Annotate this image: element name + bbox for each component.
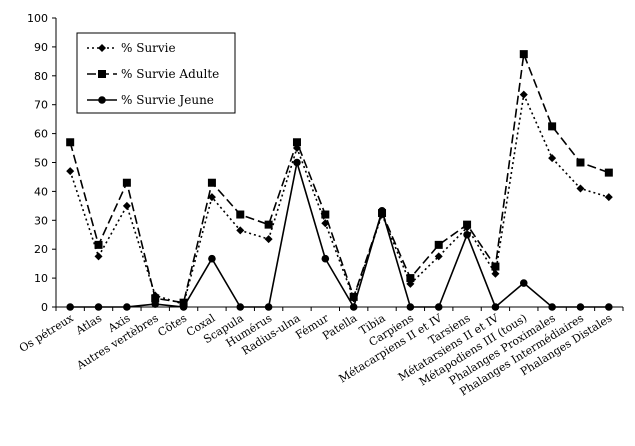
data-point xyxy=(576,303,585,311)
data-point xyxy=(264,235,273,244)
data-point xyxy=(94,303,103,311)
data-point xyxy=(264,220,273,229)
data-point xyxy=(207,193,216,202)
data-point xyxy=(94,240,103,249)
legend-swatch-marker xyxy=(98,44,106,52)
data-point xyxy=(94,252,103,261)
data-point xyxy=(66,167,75,176)
legend-item: % Survie xyxy=(87,41,176,55)
data-point xyxy=(519,279,528,287)
legend-swatch-marker xyxy=(98,70,106,78)
data-point xyxy=(264,303,273,311)
y-tick-label: 50 xyxy=(34,157,48,170)
data-point xyxy=(434,303,443,311)
y-tick-label: 60 xyxy=(34,128,48,141)
data-point xyxy=(604,168,613,177)
data-point xyxy=(151,300,160,308)
data-point xyxy=(349,303,358,311)
data-point xyxy=(151,294,160,303)
series-diamond xyxy=(66,90,613,309)
data-point xyxy=(123,303,131,311)
y-tick-label: 90 xyxy=(34,41,48,54)
series-group xyxy=(66,50,613,311)
x-category-label: Os pétreux xyxy=(17,311,76,355)
x-category-label: Côtes xyxy=(155,311,189,339)
y-tick-label: 40 xyxy=(34,185,48,198)
data-point xyxy=(321,210,330,219)
data-point xyxy=(463,230,471,239)
data-point xyxy=(519,90,528,99)
data-point xyxy=(491,269,500,278)
data-point xyxy=(548,122,557,131)
data-point xyxy=(406,274,415,283)
legend-label: % Survie Jeune xyxy=(121,93,214,107)
data-point xyxy=(548,154,557,163)
legend: % Survie % Survie Adulte % Survie Jeune xyxy=(76,32,236,114)
data-point xyxy=(605,303,613,311)
legend-label: % Survie xyxy=(121,41,176,55)
series-line xyxy=(69,91,610,306)
data-point xyxy=(406,303,415,311)
data-point xyxy=(434,240,443,249)
data-point xyxy=(66,138,75,147)
legend-label: % Survie Adulte xyxy=(121,67,219,81)
data-point xyxy=(548,303,556,311)
series-circle xyxy=(66,158,613,311)
data-point xyxy=(208,254,216,263)
data-point xyxy=(491,262,500,271)
x-category-label: Atlas xyxy=(73,311,105,338)
legend-item: % Survie Jeune xyxy=(87,93,214,107)
series-line xyxy=(69,50,610,304)
data-point xyxy=(321,254,330,263)
data-point xyxy=(236,210,245,219)
data-point xyxy=(122,178,131,187)
data-point xyxy=(293,158,301,167)
y-axis-ticks: 0 10 20 30 40 50 60 70 80 90 100 xyxy=(27,12,56,314)
data-point xyxy=(349,292,358,301)
data-point xyxy=(66,303,74,311)
y-tick-label: 10 xyxy=(34,272,48,285)
series-line xyxy=(70,162,609,309)
data-point xyxy=(491,303,500,311)
y-tick-label: 100 xyxy=(27,12,48,25)
y-tick-label: 0 xyxy=(41,301,48,314)
legend-swatch-marker xyxy=(98,96,106,104)
y-tick-label: 80 xyxy=(34,70,48,83)
data-point xyxy=(378,206,386,215)
data-point xyxy=(463,220,472,229)
data-point xyxy=(236,303,245,311)
data-point xyxy=(434,252,443,261)
data-point xyxy=(576,184,585,193)
data-point xyxy=(236,226,245,235)
data-point xyxy=(519,50,528,59)
data-point xyxy=(207,178,216,187)
y-tick-label: 30 xyxy=(34,214,48,227)
data-point xyxy=(604,193,613,202)
data-point xyxy=(179,298,188,307)
data-point xyxy=(576,158,585,167)
data-point xyxy=(292,138,301,147)
y-tick-label: 70 xyxy=(34,99,48,112)
data-point xyxy=(179,303,188,311)
data-point xyxy=(122,201,131,210)
y-tick-label: 20 xyxy=(34,243,48,256)
legend-item: % Survie Adulte xyxy=(87,67,219,81)
